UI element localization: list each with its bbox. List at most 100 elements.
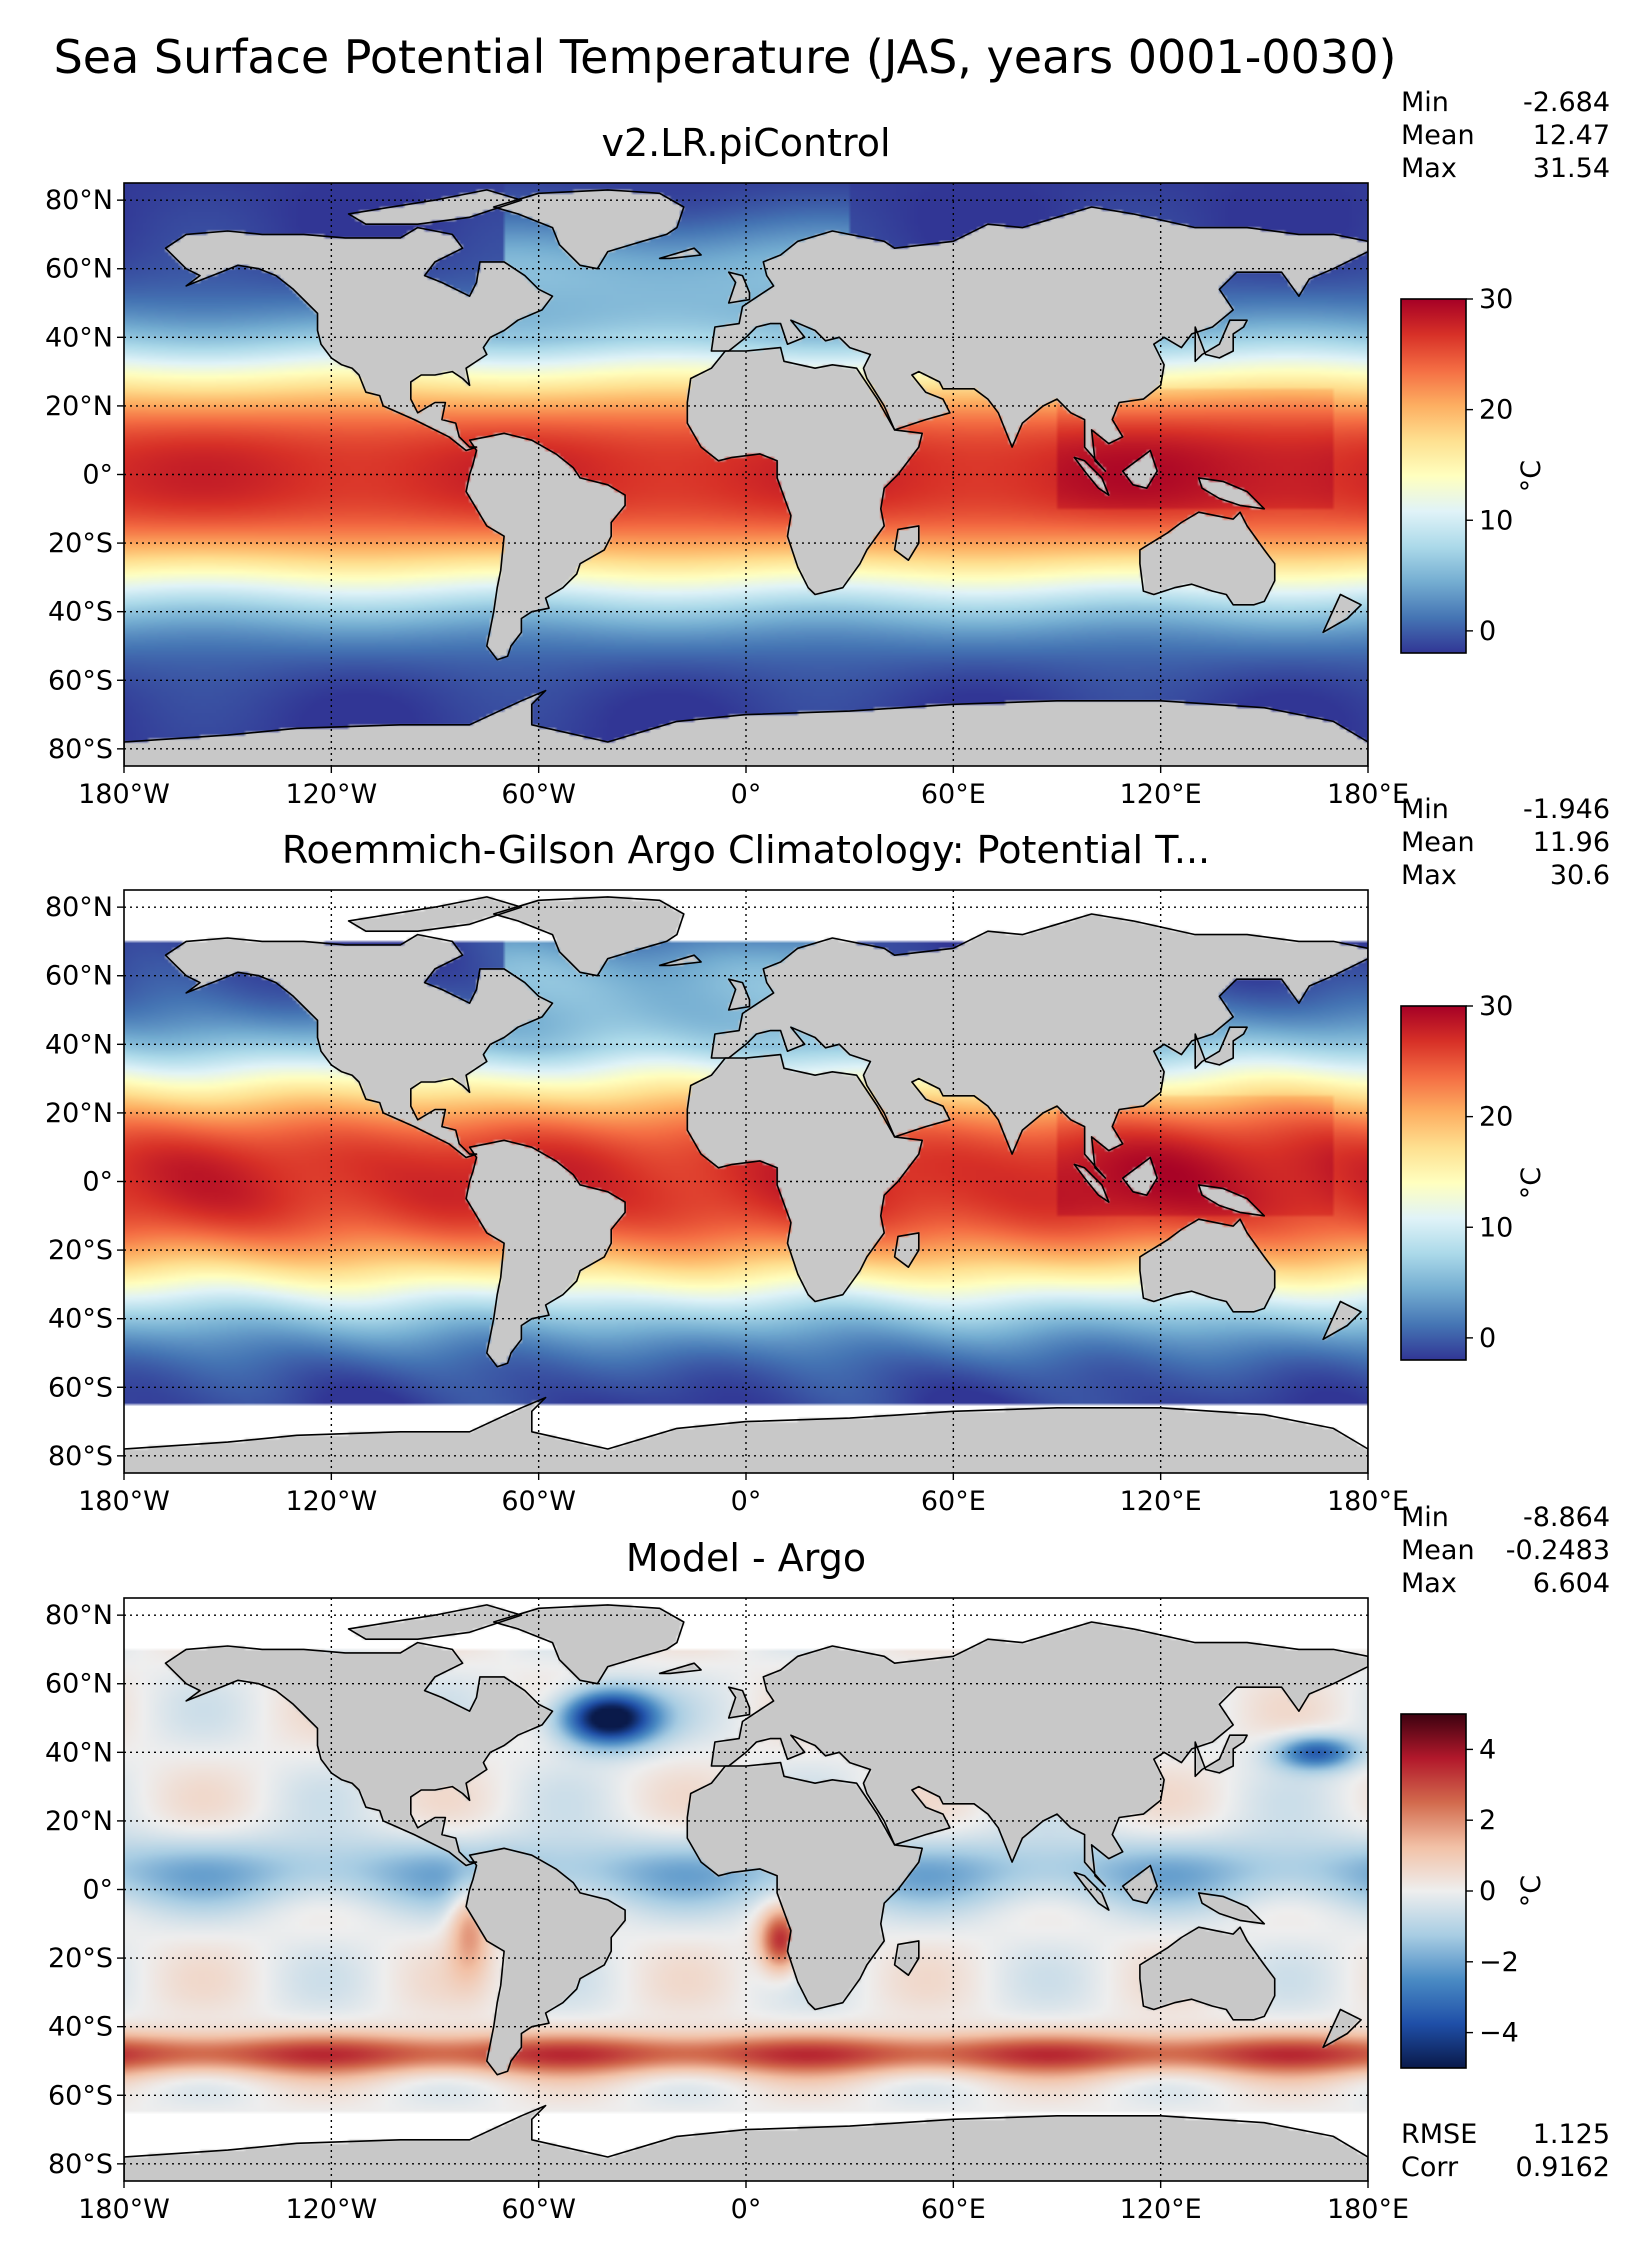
panel-2-xtick-label: 60°W [501,1486,576,1517]
figure-title: Sea Surface Potential Temperature (JAS, … [54,30,1397,84]
panel-1-xtick-label: 180°W [78,779,170,810]
panel-1-stat-label: Mean [1401,120,1475,151]
panel-3-xtick-label: 0° [731,2194,762,2225]
panel-2-stat-label: Max [1401,860,1457,891]
panel-2-ytick-label: 60°S [48,1372,113,1403]
panel-2-xtick-label: 180°W [78,1486,170,1517]
panel-3-extra-stat-value: 1.125 [1533,2119,1610,2150]
panel-3-ytick-label: 40°S [48,2012,113,2043]
panel-3-ytick-label: 80°N [45,1600,113,1631]
panel-2-ytick-label: 80°N [45,892,113,923]
panel-2-stat-value: 30.6 [1550,860,1610,891]
panel-3-xtick-label: 60°W [501,2194,576,2225]
panel-2-colorbar-tick-label: 30 [1479,991,1513,1022]
panel-3-ytick-label: 60°S [48,2080,113,2111]
panel-2: Roemmich-Gilson Argo Climatology: Potent… [45,794,1610,1517]
panel-1-colorbar-label: °C [1516,460,1547,492]
panel-3-colorbar [1400,1713,1467,2069]
panel-3-xtick-label: 60°E [921,2194,986,2225]
panel-1-ytick-label: 60°S [48,665,113,696]
panel-3-gridlines [124,1598,1368,2181]
panel-1-ytick-label: 60°N [45,254,113,285]
panel-2-colorbar [1400,1005,1467,1361]
panel-3-title: Model - Argo [626,1536,866,1580]
panel-2-stat-value: -1.946 [1523,794,1610,825]
panel-2-xtick-label: 60°E [921,1486,986,1517]
panel-2-ytick-label: 20°N [45,1098,113,1129]
panel-1-colorbar-tick-label: 0 [1479,616,1496,647]
panel-3-colorbar-tick-label: −4 [1479,2018,1519,2049]
panel-2-title: Roemmich-Gilson Argo Climatology: Potent… [282,828,1210,872]
panel-1-xtick-label: 0° [731,779,762,810]
panel-1-stat-value: 12.47 [1533,120,1610,151]
panel-1-ytick-label: 80°S [48,734,113,765]
panel-1-ytick-label: 40°N [45,322,113,353]
panel-1-ytick-label: 80°N [45,185,113,216]
panel-1: v2.LR.piControl 180°W 120°W 60°W 0° 60°E 120°E… [45,87,1610,810]
panel-2-gridlines [124,890,1368,1473]
panel-3-colorbar-tick-label: −2 [1479,1947,1519,1978]
panel-3-ytick-label: 60°N [45,1669,113,1700]
panel-1-xtick-label: 120°E [1120,779,1202,810]
panel-1-xtick-label: 180°E [1327,779,1409,810]
panel-1-gridlines [124,183,1368,766]
panel-3-colorbar-tick-label: 4 [1479,1734,1496,1765]
panel-1-title: v2.LR.piControl [601,121,890,165]
panel-1-xtick-label: 60°E [921,779,986,810]
panel-3-stat-value: -8.864 [1523,1502,1610,1533]
panel-3-extra-stat-label: RMSE [1401,2119,1477,2150]
panel-2-ytick-label: 80°S [48,1441,113,1472]
panel-3-colorbar-label: °C [1516,1875,1547,1907]
panel-2-stat-label: Mean [1401,827,1475,858]
panel-1-xtick-label: 60°W [501,779,576,810]
panel-2-xtick-label: 120°W [285,1486,377,1517]
panel-1-colorbar-tick-label: 30 [1479,284,1513,315]
panel-3-colorbar-tick-label: 0 [1479,1876,1496,1907]
panel-2-xtick-label: 120°E [1120,1486,1202,1517]
panel-3-stat-label: Mean [1401,1535,1475,1566]
panel-1-colorbar-tick-label: 20 [1479,395,1513,426]
panel-1-stat-label: Min [1401,87,1449,118]
panel-1-xtick-label: 120°W [285,779,377,810]
panel-1-ytick-label: 0° [82,460,113,491]
panel-3: Model - Argo 180°W 120°W 60°W 0° 60°E 120°E 180… [45,1502,1610,2225]
panel-3-coastlines [124,1604,1368,2181]
panel-1-colorbar-tick-label: 10 [1479,505,1513,536]
panel-1-ytick-label: 40°S [48,597,113,628]
panel-2-xtick-label: 180°E [1327,1486,1409,1517]
panel-2-coastlines [124,896,1368,1473]
panel-3-extra-stat-value: 0.9162 [1516,2152,1610,2183]
panel-3-xtick-label: 180°W [78,2194,170,2225]
panel-2-ytick-label: 40°S [48,1304,113,1335]
panel-3-stat-value: 6.604 [1533,1568,1610,1599]
panel-2-colorbar-tick-label: 20 [1479,1102,1513,1133]
panel-1-stat-value: 31.54 [1533,153,1610,184]
panel-1-colorbar [1400,298,1467,654]
panel-3-stat-label: Max [1401,1568,1457,1599]
panel-2-colorbar-tick-label: 10 [1479,1212,1513,1243]
panel-2-ytick-label: 40°N [45,1029,113,1060]
panel-3-stat-label: Min [1401,1502,1449,1533]
panel-3-ytick-label: 0° [82,1875,113,1906]
panel-1-stat-label: Max [1401,153,1457,184]
panel-2-stat-value: 11.96 [1533,827,1610,858]
panel-2-stat-label: Min [1401,794,1449,825]
panel-3-extra-stat-label: Corr [1401,2152,1459,2183]
panel-3-xtick-label: 120°W [285,2194,377,2225]
panel-3-xtick-label: 120°E [1120,2194,1202,2225]
panel-3-ytick-label: 80°S [48,2149,113,2180]
panel-2-xtick-label: 0° [731,1486,762,1517]
panel-2-ytick-label: 20°S [48,1235,113,1266]
panel-1-ytick-label: 20°S [48,528,113,559]
panel-1-coastlines [124,189,1368,766]
panel-2-ytick-label: 60°N [45,961,113,992]
panel-2-colorbar-label: °C [1516,1167,1547,1199]
panel-1-stat-value: -2.684 [1523,87,1610,118]
panel-1-ytick-label: 20°N [45,391,113,422]
panel-3-ytick-label: 20°N [45,1806,113,1837]
panel-3-stat-value: -0.2483 [1506,1535,1610,1566]
panel-2-colorbar-tick-label: 0 [1479,1323,1496,1354]
panel-3-colorbar-tick-label: 2 [1479,1805,1496,1836]
panel-2-ytick-label: 0° [82,1167,113,1198]
panel-3-ytick-label: 20°S [48,1943,113,1974]
